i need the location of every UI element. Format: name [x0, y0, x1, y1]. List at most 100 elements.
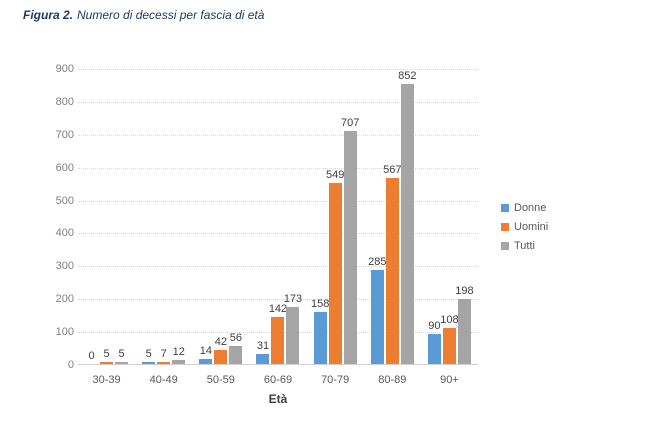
legend-marker-uomini: [501, 222, 509, 231]
bar-label-donne-80-89: 285: [368, 256, 387, 269]
bar-label-uomini-40-49: 7: [160, 347, 167, 360]
legend-item-uomini: Uomini: [501, 217, 548, 236]
bar-cell-uomini-80-89: 567: [383, 163, 402, 364]
bar-label-tutti-80-89: 852: [398, 69, 417, 82]
bar-tutti-60-69: [286, 307, 300, 364]
bar-donne-60-69: [256, 353, 270, 364]
y-tick-label-900: 900: [55, 63, 74, 75]
legend-item-tutti: Tutti: [501, 236, 548, 255]
bar-label-tutti-40-49: 12: [172, 346, 185, 359]
x-tick-label-40-49: 40-49: [149, 374, 178, 386]
bar-cell-donne-90-: 90: [427, 320, 441, 364]
bar-label-donne-50-59: 14: [199, 345, 212, 358]
bar-label-donne-90-: 90: [428, 320, 441, 333]
gridline-400: [78, 233, 478, 235]
bar-cell-tutti-50-59: 56: [229, 331, 243, 364]
bar-cell-uomini-30-39: 5: [100, 348, 114, 364]
bar-cell-tutti-40-49: 12: [172, 346, 186, 364]
bar-cell-donne-80-89: 285: [368, 256, 387, 364]
bar-cell-uomini-50-59: 42: [214, 336, 228, 364]
gridline-300: [78, 266, 478, 268]
figure-title-prefix: Figura 2.: [23, 8, 74, 22]
bar-uomini-30-39: [100, 362, 114, 364]
legend-item-donne: Donne: [501, 198, 548, 217]
bar-uomini-80-89: [385, 177, 399, 364]
y-tick-label-800: 800: [55, 95, 74, 108]
bar-tutti-50-59: [229, 345, 243, 364]
x-axis-title: Età: [268, 392, 288, 406]
bar-cell-uomini-70-79: 549: [325, 169, 345, 364]
bar-cell-tutti-90-: 198: [455, 284, 474, 364]
x-tick-label-70-79: 70-79: [321, 374, 350, 386]
bar-label-donne-40-49: 5: [145, 348, 152, 361]
bar-uomini-90-: [442, 328, 456, 364]
bar-cell-tutti-80-89: 852: [398, 69, 417, 364]
plot-area: 0 5 5 5 7 12 14 42 56 31 142 173 158 549 707 285 567 852 9…: [78, 69, 478, 365]
bar-label-donne-30-39: 0: [88, 350, 95, 362]
bar-donne-40-49: [142, 362, 156, 364]
bar-donne-70-79: [313, 312, 327, 364]
y-tick-label-0: 0: [67, 359, 74, 371]
bar-tutti-90-: [457, 298, 471, 364]
bar-label-tutti-60-69: 173: [283, 293, 303, 306]
y-tick-label-500: 500: [55, 194, 74, 207]
legend-label-donne: Donne: [514, 201, 547, 214]
bar-cell-tutti-70-79: 707: [340, 117, 360, 364]
bar-cell-donne-40-49: 5: [142, 348, 156, 364]
x-tick-label-90-: 90+: [440, 374, 459, 386]
bar-label-uomini-90-: 108: [440, 314, 459, 327]
legend-marker-tutti: [501, 241, 509, 250]
y-tick-label-400: 400: [55, 227, 74, 240]
bar-tutti-80-89: [400, 83, 414, 364]
bar-label-tutti-70-79: 707: [340, 117, 360, 130]
bar-cell-uomini-90-: 108: [440, 314, 459, 364]
bar-donne-50-59: [199, 359, 213, 364]
y-tick-label-100: 100: [55, 326, 74, 339]
y-tick-label-700: 700: [55, 128, 74, 141]
bar-label-uomini-50-59: 42: [214, 336, 227, 349]
y-tick-label-200: 200: [55, 293, 74, 306]
bar-tutti-40-49: [172, 360, 186, 364]
bar-cell-tutti-30-39: 5: [115, 348, 129, 364]
bar-group-60-69: 31 142 173: [249, 69, 306, 364]
bar-uomini-50-59: [214, 350, 228, 364]
figure-title-text: Numero di decessi per fascia di età: [77, 8, 265, 22]
bar-cell-tutti-60-69: 173: [283, 293, 303, 364]
bar-uomini-60-69: [271, 317, 285, 364]
bar-group-50-59: 14 42 56: [192, 69, 249, 364]
gridline-500: [78, 200, 478, 202]
bar-label-donne-60-69: 31: [256, 339, 270, 352]
bar-cell-donne-30-39: 0: [85, 350, 98, 364]
bar-group-90-: 90 108 198: [421, 69, 478, 364]
legend: Donne Uomini Tutti: [501, 198, 548, 255]
x-tick-label-80-89: 80-89: [378, 374, 407, 386]
gridline-900: [78, 69, 478, 70]
x-tick-label-30-39: 30-39: [92, 374, 121, 386]
bar-donne-90-: [427, 334, 441, 364]
bar-label-donne-70-79: 158: [310, 298, 330, 311]
bar-label-tutti-50-59: 56: [229, 331, 242, 344]
bar-label-uomini-70-79: 549: [325, 169, 345, 182]
bar-uomini-40-49: [157, 361, 171, 364]
bar-group-80-89: 285 567 852: [364, 69, 421, 364]
bar-label-tutti-30-39: 5: [118, 348, 125, 361]
gridline-200: [78, 299, 478, 301]
bar-label-uomini-60-69: 142: [268, 303, 288, 316]
bar-cell-donne-50-59: 14: [199, 345, 213, 364]
bar-label-tutti-90-: 198: [455, 284, 474, 297]
bar-tutti-70-79: [343, 131, 357, 364]
bar-tutti-30-39: [115, 362, 129, 364]
legend-label-uomini: Uomini: [514, 220, 549, 233]
bar-group-40-49: 5 7 12: [135, 69, 192, 364]
gridline-700: [78, 134, 478, 136]
bar-cell-donne-60-69: 31: [256, 339, 270, 364]
bar-cell-donne-70-79: 158: [310, 298, 330, 364]
bar-cell-uomini-60-69: 142: [268, 303, 288, 364]
gridline-600: [78, 167, 478, 169]
bar-cell-uomini-40-49: 7: [157, 347, 171, 364]
bar-group-70-79: 158 549 707: [307, 69, 364, 364]
bar-label-uomini-30-39: 5: [103, 348, 110, 361]
bar-donne-80-89: [370, 270, 384, 364]
bar-label-uomini-80-89: 567: [383, 163, 402, 176]
